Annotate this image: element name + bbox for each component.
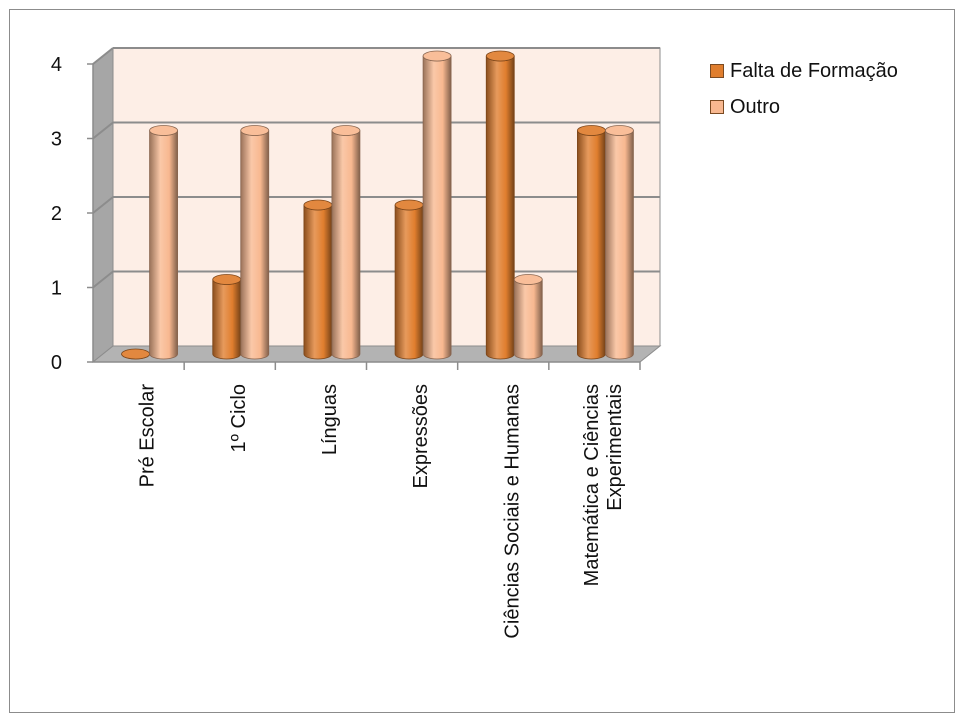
bar (485, 55, 515, 360)
x-tick-label: Línguas (319, 384, 341, 455)
bar-top (485, 50, 515, 62)
bar (577, 130, 606, 360)
gridline-side (92, 121, 114, 140)
bar (149, 130, 178, 360)
bar-top (331, 125, 361, 136)
bar-top (149, 125, 178, 136)
bar-top (121, 348, 150, 360)
gridline-side (92, 270, 114, 289)
legend-item-outro: Outro (710, 96, 898, 118)
bar-top (605, 125, 634, 136)
bar-top (513, 274, 543, 285)
x-tick-label: Expressões (410, 384, 432, 489)
y-tick-label: 1 (51, 278, 62, 300)
bar-top (303, 199, 333, 211)
y-tick-label: 2 (51, 203, 62, 225)
gridline-side (92, 47, 114, 65)
legend: Falta de Formação Outro (710, 60, 898, 132)
y-tick-label: 4 (51, 54, 62, 76)
bar (394, 204, 424, 360)
x-tick-label: Experimentais (604, 384, 626, 511)
bar (212, 279, 242, 360)
legend-label-falta-de-formacao: Falta de Formação (730, 59, 898, 82)
bar (605, 130, 634, 360)
x-tick-label: Matemática e Ciências (581, 384, 603, 586)
bar-top (577, 125, 606, 136)
y-tick-label: 0 (51, 352, 62, 374)
y-tick-label: 3 (51, 129, 62, 151)
x-tick-label: Pré Escolar (137, 384, 159, 488)
bar-top (240, 125, 270, 136)
bar-top (394, 199, 424, 211)
x-tick-label: Ciências Sociais e Humanas (501, 384, 523, 639)
bar (513, 279, 543, 360)
plot-floor (91, 345, 662, 363)
legend-label-outro: Outro (730, 95, 781, 118)
bar-top (422, 50, 452, 62)
legend-item-falta-de-formacao: Falta de Formação (710, 60, 898, 82)
bar (240, 130, 270, 360)
bar (422, 55, 452, 360)
legend-swatch-outro (710, 100, 724, 114)
bar (303, 204, 333, 360)
bar-top (212, 274, 242, 285)
legend-swatch-falta-de-formacao (710, 64, 724, 78)
x-tick-label: 1º Ciclo (228, 384, 250, 452)
gridline-side (92, 196, 114, 214)
bar (331, 130, 361, 360)
